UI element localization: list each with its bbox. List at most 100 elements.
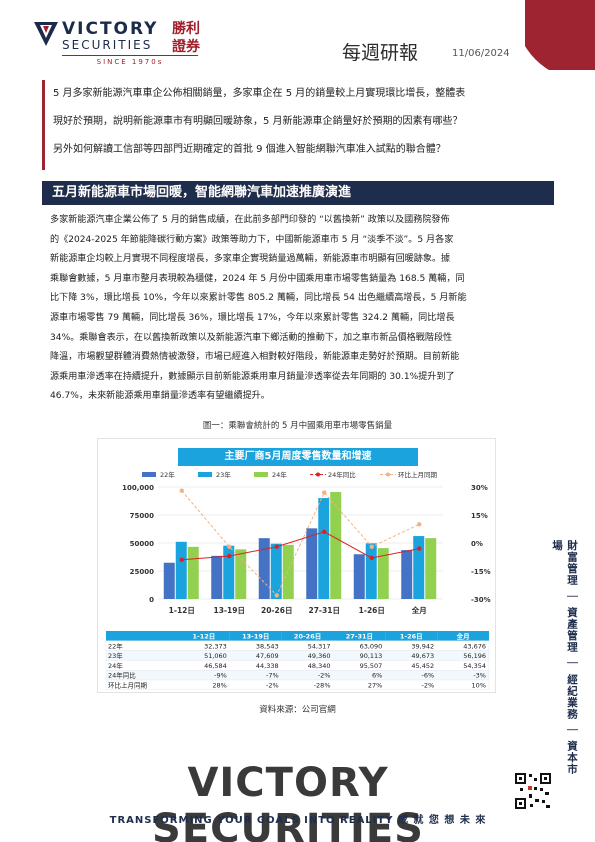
series-line-24年同比 bbox=[181, 531, 420, 561]
bar-23年 bbox=[223, 545, 235, 599]
right-axis-tick: 0% bbox=[471, 540, 483, 548]
table-cell: 54,354 bbox=[463, 662, 486, 670]
logo-cn-line2: 證券 bbox=[172, 39, 200, 55]
point-24年同比 bbox=[322, 529, 327, 534]
body-line: 46.7%，未來新能源乘用車銷量滲透率有望繼續提升。 bbox=[50, 391, 270, 402]
point-24年同比 bbox=[274, 544, 279, 549]
footer-tagline: TRANSFORMING YOUR GOALS INTO REALITY 成 就… bbox=[109, 815, 487, 826]
right-axis-tick: 30% bbox=[471, 484, 488, 492]
bar-24年 bbox=[235, 549, 247, 599]
x-axis-tick: 20-26日 bbox=[261, 606, 293, 615]
table-row-label: 24年同比 bbox=[108, 671, 136, 680]
article-body: 多家新能源汽車企業公佈了 5 月的銷售成績，在此前多部門印發的 “以舊換新” 政… bbox=[50, 211, 547, 407]
table-cell: 10% bbox=[472, 682, 486, 690]
table-cell: 32,373 bbox=[204, 642, 227, 650]
page-title: 每週研報 bbox=[342, 42, 419, 64]
legend-swatch bbox=[254, 472, 268, 477]
table-cell: 63,090 bbox=[360, 642, 383, 650]
table-header-label: 全月 bbox=[456, 632, 470, 641]
body-line: 多家新能源汽車企業公佈了 5 月的銷售成績，在此前多部門印發的 “以舊換新” 政… bbox=[50, 215, 450, 225]
bar-23年 bbox=[365, 543, 377, 599]
table-cell: -3% bbox=[473, 672, 486, 680]
footer-brand: VICTORY SECURITIES bbox=[152, 760, 424, 842]
table-header-label: 27-31日 bbox=[346, 633, 373, 641]
bar-24年 bbox=[282, 544, 294, 599]
table-header-cell bbox=[106, 631, 178, 641]
table-cell: 43,676 bbox=[463, 642, 486, 650]
bar-23年 bbox=[413, 536, 425, 599]
table-cell: 48,340 bbox=[308, 662, 331, 670]
legend-label: 24年同比 bbox=[328, 470, 356, 479]
left-axis-tick: 0 bbox=[149, 596, 154, 604]
table-cell: -2% bbox=[266, 682, 279, 690]
logo-since: SINCE 1970s bbox=[62, 55, 198, 66]
bar-22年 bbox=[258, 538, 270, 599]
table-header-cell bbox=[281, 631, 334, 641]
x-axis-tick: 27-31日 bbox=[309, 606, 341, 615]
figure-caption: 圖一：乘聯會統計的 5 月中國乘用車市場零售銷量 bbox=[202, 421, 393, 431]
table-cell: 49,673 bbox=[411, 652, 434, 660]
bar-22年 bbox=[353, 554, 365, 599]
legend-swatch bbox=[142, 472, 156, 477]
body-line: 34%。乘聯會表示，在以舊換新政策以及新能源汽車下鄉活動的推動下，加之車市新品價… bbox=[50, 332, 453, 343]
point-环比上月同期 bbox=[227, 544, 232, 549]
table-header-cell bbox=[333, 631, 386, 641]
bar-24年 bbox=[330, 492, 342, 599]
bar-22年 bbox=[163, 562, 175, 599]
body-line: 比下降 3%，環比增長 10%，今年以來累計零售 805.2 萬輛，同比增長 5… bbox=[50, 293, 467, 304]
body-line: 源車市場零售 79 萬輛，同比增長 36%，環比增長 17%，今年以來累計零售 … bbox=[50, 312, 455, 323]
legend-label: 环比上月同期 bbox=[398, 470, 438, 479]
table-cell: -2% bbox=[318, 672, 331, 680]
series-line-环比上月同期 bbox=[181, 490, 420, 597]
bar-22年 bbox=[401, 550, 413, 599]
right-axis-tick: 15% bbox=[471, 512, 488, 520]
bar-23年 bbox=[270, 543, 282, 599]
right-axis-tick: -15% bbox=[471, 568, 491, 576]
table-cell: 46,584 bbox=[204, 662, 227, 670]
table-header-label: 13-19日 bbox=[242, 633, 269, 641]
sales-chart: 0 25000 50000 75000 100,000 -30% -15% 0% 15% 30% 1… bbox=[97, 438, 496, 693]
table-header-cell bbox=[178, 631, 230, 641]
point-环比上月同期 bbox=[179, 488, 184, 493]
point-24年同比 bbox=[417, 546, 422, 551]
table-cell: -9% bbox=[214, 672, 227, 680]
figure-source: 資料來源：公司官網 bbox=[259, 705, 336, 715]
table-header-label: 20-26日 bbox=[294, 633, 321, 641]
table-cell: -6% bbox=[421, 672, 434, 680]
x-axis-tick: 1-12日 bbox=[169, 606, 195, 615]
point-环比上月同期 bbox=[322, 490, 327, 495]
table-row-label: 24年 bbox=[108, 661, 123, 670]
point-环比上月同期 bbox=[274, 593, 279, 598]
table-header-label: 1-26日 bbox=[400, 633, 423, 641]
table-header-label: 1-12日 bbox=[193, 633, 216, 641]
table-row-label: 23年 bbox=[108, 651, 123, 660]
brand-logo: VICTORY SECURITIES 勝利 證券 SINCE 1970s bbox=[34, 18, 214, 73]
bar-23年 bbox=[175, 541, 187, 599]
table-cell: -28% bbox=[314, 682, 331, 690]
logo-cn-line1: 勝利 bbox=[172, 21, 200, 37]
left-axis-tick: 100,000 bbox=[122, 484, 154, 492]
table-cell: 90,113 bbox=[360, 652, 383, 660]
body-line: 乘聯會數據，5 月車市整月表現較為穩健，2024 年 5 月份中國乘用車市場零售… bbox=[50, 273, 465, 284]
bar-22年 bbox=[306, 528, 318, 599]
legend-label: 22年 bbox=[160, 470, 175, 479]
bar-24年 bbox=[425, 538, 437, 599]
legend-swatch bbox=[386, 472, 390, 477]
article-headline: 五月新能源車市場回暖，智能網聯汽車加速推廣演進 bbox=[42, 181, 554, 205]
right-axis-tick: -30% bbox=[471, 596, 491, 604]
body-line: 源乘用車滲透率在持續提升，數據顯示目前新能源乘用車月銷量滲透率從去年同期的 30… bbox=[50, 371, 455, 382]
chart-canvas: 0 25000 50000 75000 100,000 -30% -15% 0% 15% 30% 1… bbox=[105, 470, 491, 691]
bar-24年 bbox=[187, 546, 199, 599]
table-cell: 56,196 bbox=[463, 652, 486, 660]
left-axis-tick: 75000 bbox=[130, 512, 154, 520]
legend-label: 24年 bbox=[272, 470, 287, 479]
logo-mark-icon bbox=[34, 22, 58, 46]
service-lines: 財富管理 ｜ 資產管理 ｜ 經紀業務 ｜ 資本市場 bbox=[551, 540, 578, 775]
intro-line: 另外如何解讀工信部等四部門近期確定的首批 9 個進入智能網聯汽車准入試點的聯合體… bbox=[53, 144, 446, 155]
table-cell: -7% bbox=[266, 672, 279, 680]
table-row-label: 环比上月同期 bbox=[108, 681, 148, 690]
table-cell: 44,338 bbox=[256, 662, 279, 670]
legend-label: 23年 bbox=[216, 470, 231, 479]
legend-swatch bbox=[316, 472, 320, 477]
left-axis-tick: 50000 bbox=[130, 540, 154, 548]
